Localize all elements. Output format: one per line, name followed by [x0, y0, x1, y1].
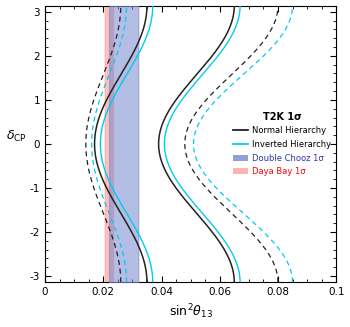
Legend: Normal Hierarchy, Inverted Hierarchy, Double Chooz 1σ, Daya Bay 1σ: Normal Hierarchy, Inverted Hierarchy, Do… [230, 109, 335, 180]
Y-axis label: $\delta_{\mathrm{CP}}$: $\delta_{\mathrm{CP}}$ [6, 129, 26, 144]
X-axis label: $\mathrm{sin}^2\theta_{13}$: $\mathrm{sin}^2\theta_{13}$ [169, 303, 213, 321]
